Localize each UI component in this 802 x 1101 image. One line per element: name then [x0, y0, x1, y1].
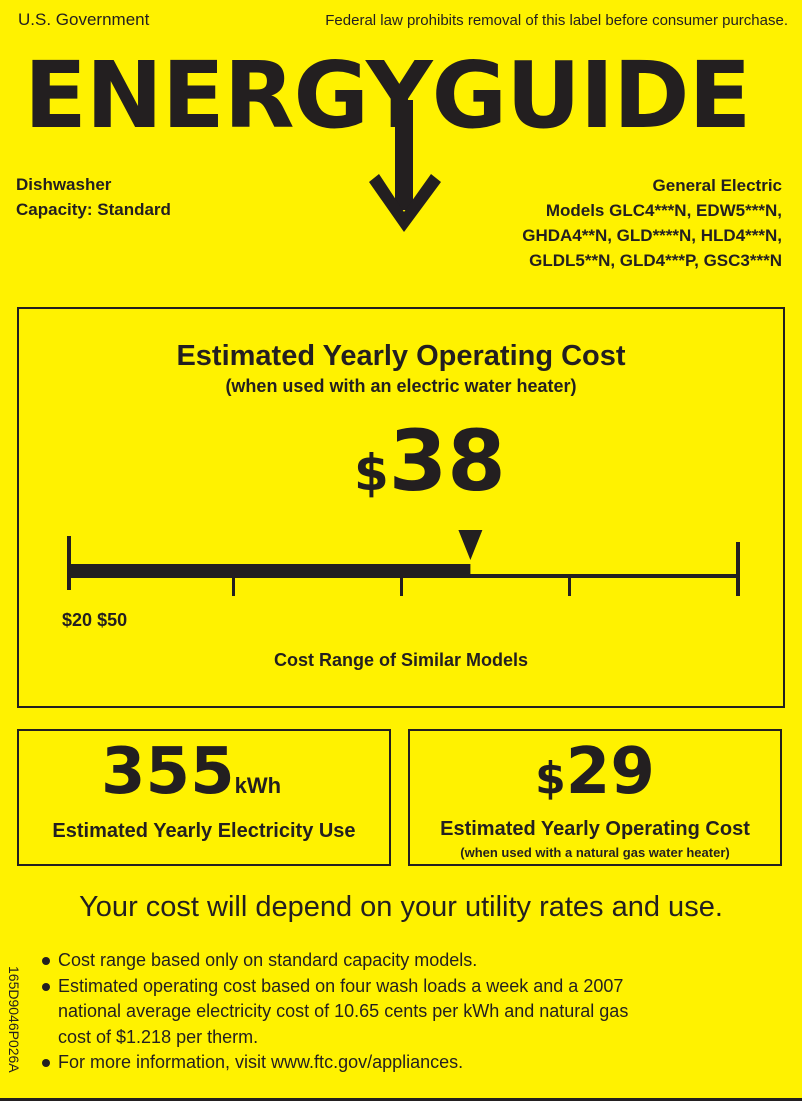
model-line: Models GLC4***N, EDW5***N, — [545, 201, 782, 220]
utility-note: Your cost will depend on your utility ra… — [79, 891, 723, 923]
kwh-unit: kWh — [234, 773, 282, 798]
range-caption: Cost Range of Similar Models — [273, 650, 529, 670]
main-title: Estimated Yearly Operating Cost — [176, 340, 626, 372]
gas-cost-number: 29 — [565, 735, 655, 809]
footnote: Estimated operating cost based on four w… — [40, 974, 640, 1000]
footnotes: Cost range based only on standard capaci… — [40, 948, 640, 1076]
product-info: Dishwasher Capacity: Standard — [16, 172, 171, 222]
main-subtitle: (when used with an electric water heater… — [225, 376, 577, 396]
gas-cost-value: $29 — [410, 731, 780, 819]
kwh-number: 355 — [101, 735, 235, 809]
label-code: 165D9046P026A — [6, 966, 22, 1073]
removal-warning: Federal law prohibits removal of this la… — [325, 12, 788, 29]
footnote-continued: cost of $1.218 per therm. — [58, 1026, 259, 1047]
scale-tick — [232, 576, 235, 596]
electricity-label: Estimated Yearly Electricity Use — [52, 820, 356, 842]
scale-right-end — [736, 542, 740, 596]
model-line: GHDA4**N, GLD****N, HLD4***N, — [522, 226, 782, 245]
energyguide-logo: ENERGYGUIDE — [24, 42, 751, 149]
gas-cost-sublabel: (when used with a natural gas water heat… — [460, 845, 730, 860]
footnote: Cost range based only on standard capaci… — [40, 948, 640, 974]
cost-number: 38 — [388, 412, 506, 510]
cost-range-scale — [67, 530, 740, 596]
footnote-continued: national average electricity cost of 10.… — [58, 1001, 629, 1021]
bottom-border — [0, 1098, 802, 1101]
footnote: For more information, visit www.ftc.gov/… — [40, 1050, 640, 1076]
model-line: GLDL5**N, GLD4***P, GSC3***N — [529, 251, 782, 270]
scale-left-end — [67, 536, 71, 590]
operating-cost-box: Estimated Yearly Operating Cost (when us… — [17, 307, 785, 708]
manufacturer-info: General Electric Models GLC4***N, EDW5**… — [522, 173, 782, 273]
cost-pointer-icon — [458, 530, 483, 560]
product-capacity: Capacity: Standard — [16, 200, 171, 219]
electricity-use-box: 355kWh Estimated Yearly Electricity Use — [17, 729, 391, 866]
range-min-label: $20 — [62, 610, 93, 630]
cost-value: $38 — [354, 411, 506, 523]
scale-tick — [568, 576, 571, 596]
electricity-value: 355kWh — [101, 731, 281, 826]
range-max-label: $50 — [97, 610, 128, 630]
gas-cost-label: Estimated Yearly Operating Cost — [440, 818, 750, 840]
currency-symbol: $ — [535, 753, 566, 804]
scale-tick — [400, 576, 403, 596]
scale-fill — [69, 564, 471, 578]
gas-cost-box: $29 Estimated Yearly Operating Cost (whe… — [408, 729, 782, 866]
currency-symbol: $ — [354, 444, 389, 502]
range-labels: $20 $50 — [62, 609, 127, 631]
arrow-down-icon — [369, 100, 441, 232]
product-type: Dishwasher — [16, 175, 112, 194]
government-label: U.S. Government — [18, 10, 150, 29]
manufacturer-name: General Electric — [652, 176, 782, 195]
